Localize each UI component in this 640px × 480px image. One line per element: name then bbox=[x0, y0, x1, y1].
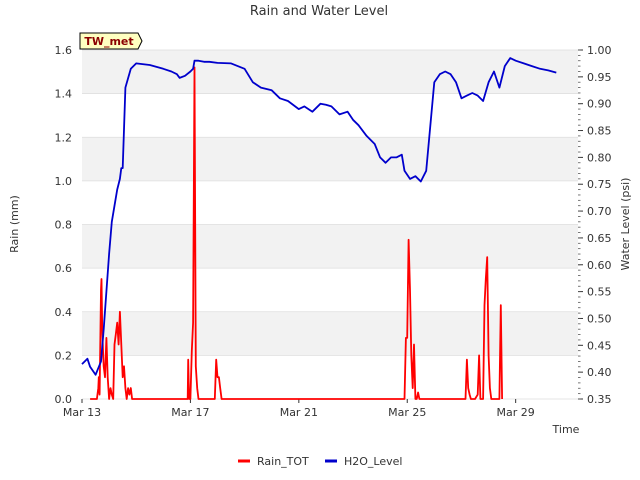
series-layer bbox=[81, 57, 557, 400]
x-tick-label: Mar 29 bbox=[497, 406, 535, 419]
y2-tick-label: 1.00 bbox=[587, 44, 612, 57]
x-tick-label: Mar 21 bbox=[280, 406, 318, 419]
y-tick-label: 1.0 bbox=[55, 175, 73, 188]
x-tick-label: Mar 17 bbox=[171, 406, 209, 419]
background-band bbox=[82, 224, 578, 269]
y2-tick-label: 0.70 bbox=[587, 205, 612, 218]
background-bands bbox=[82, 50, 578, 356]
y2-tick-label: 0.90 bbox=[587, 98, 612, 111]
y2-tick-label: 0.35 bbox=[587, 393, 612, 406]
x-tick-label: Mar 25 bbox=[388, 406, 426, 419]
y2-tick-label: 0.80 bbox=[587, 151, 612, 164]
y2-tick-label: 0.95 bbox=[587, 71, 612, 84]
y-tick-label: 0.6 bbox=[55, 262, 73, 275]
y2-tick-label: 0.40 bbox=[587, 366, 612, 379]
legend: Rain_TOT H2O_Level bbox=[238, 455, 402, 468]
background-band bbox=[82, 311, 578, 356]
y2-axis-label: Water Level (psi) bbox=[619, 178, 632, 271]
y-tick-label: 1.4 bbox=[55, 88, 73, 101]
y-tick-label: 0.8 bbox=[55, 219, 73, 232]
y-tick-label: 0.2 bbox=[55, 349, 73, 362]
axes: 0.0 0.2 0.4 0.6 0.8 1.0 1.2 1.4 1.6 0.35 0.40 0.45 0… bbox=[55, 44, 612, 419]
y2-tick-label: 0.55 bbox=[587, 286, 612, 299]
y-tick-label: 0.0 bbox=[55, 393, 73, 406]
legend-label-water: H2O_Level bbox=[344, 455, 402, 468]
y2-tick-label: 0.50 bbox=[587, 312, 612, 325]
y-tick-label: 0.4 bbox=[55, 306, 73, 319]
background-band bbox=[82, 137, 578, 181]
x-axis-label: Time bbox=[552, 423, 580, 436]
station-badge: TW_met bbox=[79, 32, 143, 50]
series-line-rain_tot bbox=[90, 66, 503, 400]
y2-tick-label: 0.85 bbox=[587, 125, 612, 138]
station-badge-label: TW_met bbox=[84, 35, 133, 48]
y-axis-label: Rain (mm) bbox=[8, 195, 21, 253]
legend-item-rain: Rain_TOT bbox=[238, 455, 309, 468]
legend-label-rain: Rain_TOT bbox=[257, 455, 309, 468]
x-tick-label: Mar 13 bbox=[63, 406, 101, 419]
legend-item-water: H2O_Level bbox=[325, 455, 402, 468]
y-tick-label: 1.2 bbox=[55, 131, 73, 144]
y2-tick-label: 0.75 bbox=[587, 178, 612, 191]
station-badge-box bbox=[79, 32, 143, 50]
chart-title: Rain and Water Level bbox=[250, 4, 388, 19]
y-tick-label: 1.6 bbox=[55, 44, 73, 57]
y2-tick-label: 0.60 bbox=[587, 259, 612, 272]
y2-tick-label: 0.65 bbox=[587, 232, 612, 245]
series-line-h2o_level bbox=[81, 57, 557, 376]
y2-tick-label: 0.45 bbox=[587, 339, 612, 352]
background-band bbox=[82, 50, 578, 94]
